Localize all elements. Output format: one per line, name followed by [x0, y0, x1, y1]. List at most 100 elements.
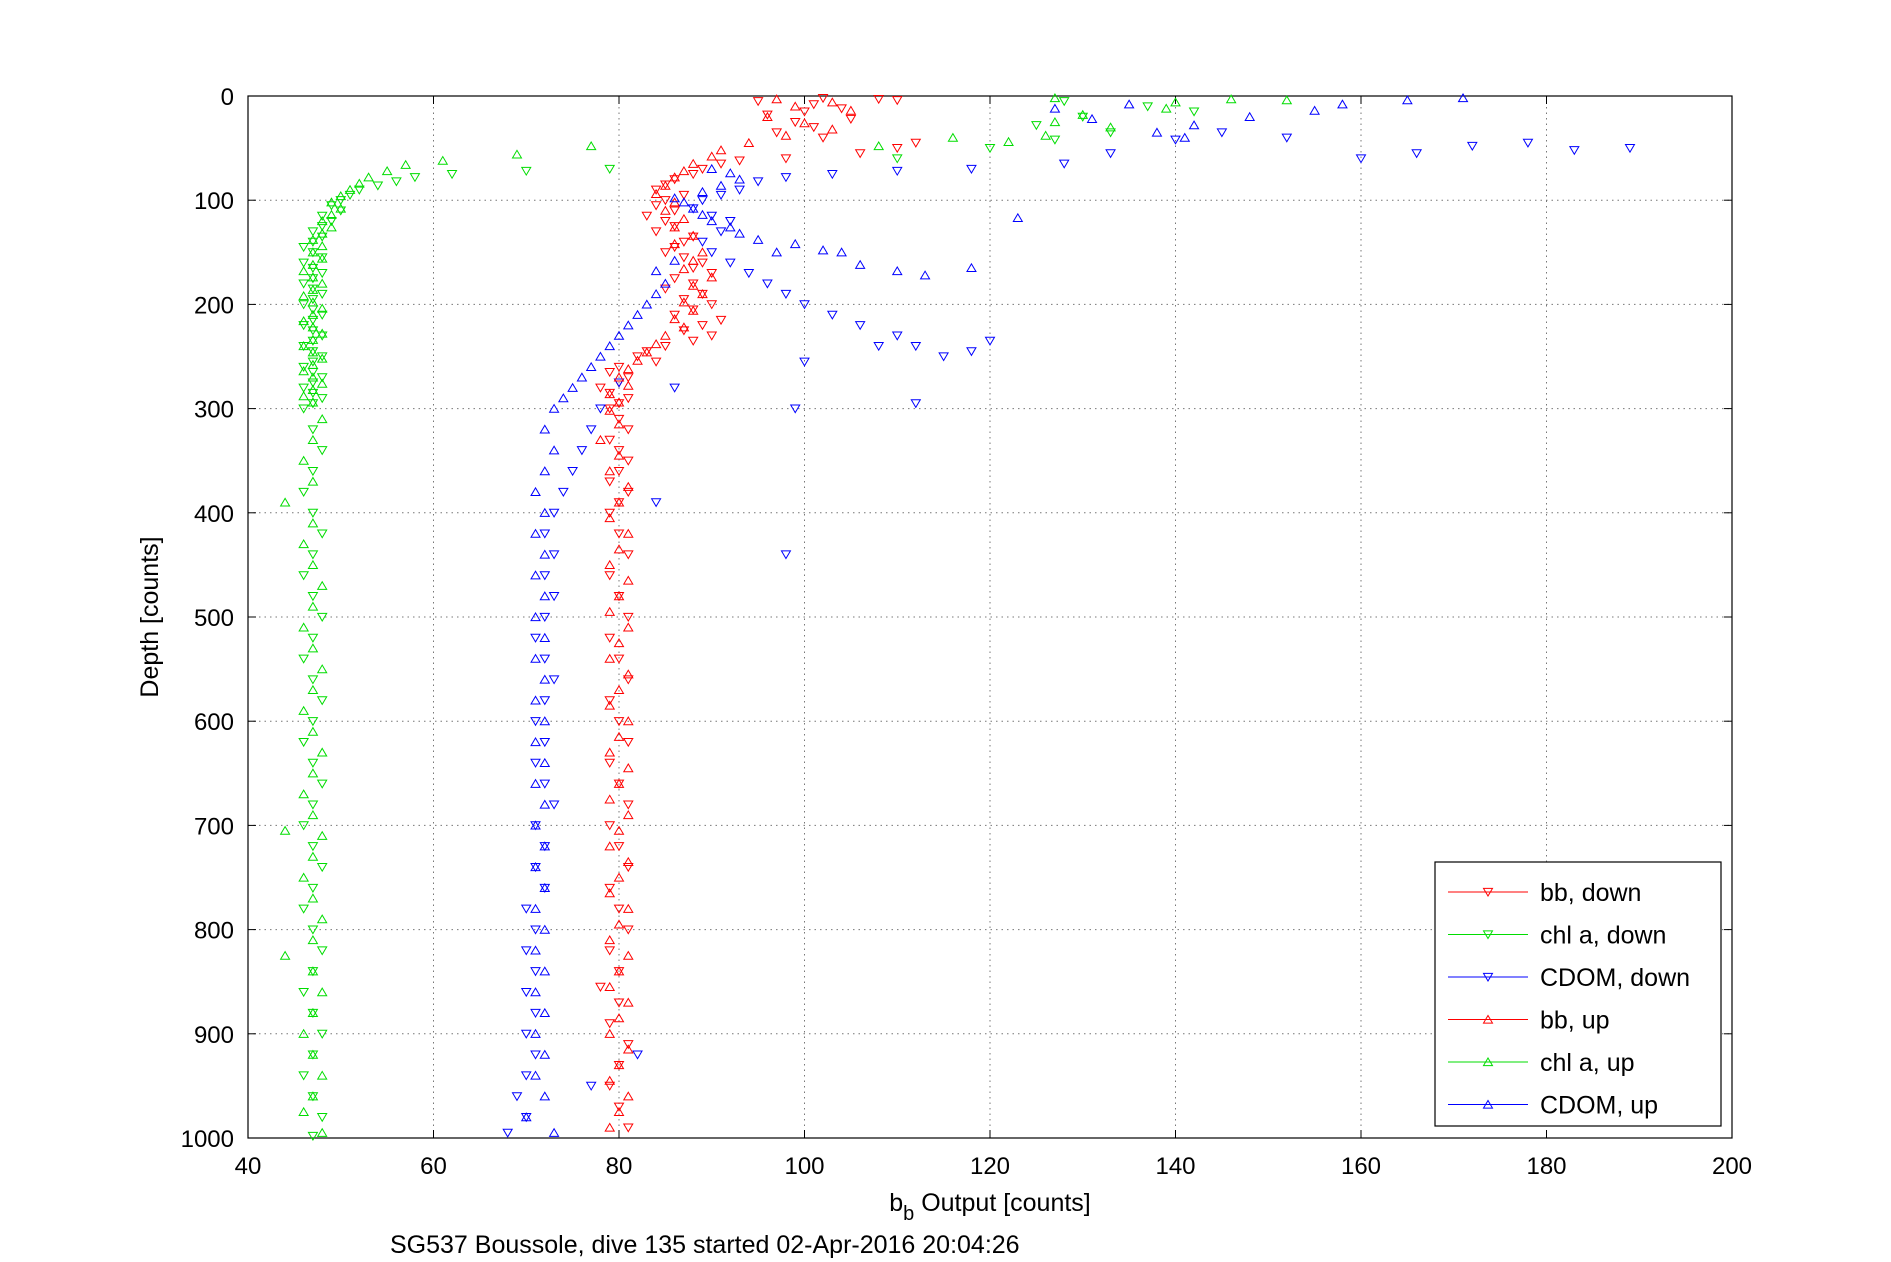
point-chl-a-down: [316, 696, 328, 706]
point-cdom-down: [1170, 135, 1181, 145]
point-bb-down: [604, 1019, 616, 1029]
point-bb-up: [622, 363, 634, 374]
point-bb-up: [613, 1013, 625, 1023]
point-cdom-up: [530, 1028, 541, 1038]
point-bb-down: [604, 946, 616, 956]
point-chl-a-up: [307, 643, 319, 653]
point-chl-a-up: [279, 950, 291, 960]
legend-marker: [1482, 930, 1494, 940]
point-bb-up: [613, 1106, 625, 1117]
point-cdom-up: [585, 361, 597, 372]
point-cdom-up: [697, 186, 708, 196]
point-bb-down: [604, 571, 616, 581]
legend-marker: [1482, 1056, 1494, 1067]
point-chl-a-down: [409, 173, 421, 183]
point-chl-a-down: [335, 196, 347, 206]
point-chl-a-down: [1142, 102, 1154, 112]
point-chl-a-down: [307, 1131, 319, 1141]
point-cdom-up: [539, 466, 551, 476]
point-bb-up: [660, 330, 671, 340]
y-tick-label: 700: [194, 813, 234, 840]
point-bb-down: [613, 414, 625, 425]
point-chl-a-down: [298, 383, 310, 393]
point-chl-a-up: [298, 622, 310, 632]
point-cdom-up: [530, 611, 541, 622]
point-cdom-down: [826, 310, 838, 320]
point-bb-down: [622, 1040, 634, 1050]
point-bb-up: [613, 397, 625, 407]
point-chl-a-down: [1031, 121, 1042, 131]
point-chl-a-up: [298, 872, 310, 882]
point-chl-a-up: [307, 247, 319, 257]
point-cdom-up: [706, 216, 718, 226]
point-chl-a-down: [316, 862, 328, 873]
point-bb-up: [641, 347, 653, 357]
point-chl-a-up: [326, 197, 337, 207]
point-bb-up: [622, 997, 634, 1007]
point-cdom-down: [567, 467, 578, 477]
point-chl-a-up: [316, 216, 328, 226]
point-chl-a-down: [298, 321, 310, 331]
point-bb-up: [789, 101, 801, 111]
point-cdom-up: [539, 757, 551, 767]
point-cdom-up: [734, 174, 745, 184]
point-cdom-up: [697, 209, 708, 219]
point-chl-a-up: [1049, 93, 1061, 103]
point-cdom-up: [567, 382, 578, 392]
legend-item-cdom-down: CDOM, down: [1448, 964, 1690, 992]
point-chl-a-up: [307, 372, 319, 382]
point-cdom-down: [1466, 141, 1478, 152]
point-chl-a-up: [307, 384, 319, 394]
point-chl-a-down: [326, 216, 337, 227]
point-cdom-up: [836, 247, 847, 257]
point-cdom-up: [520, 1112, 532, 1122]
point-bb-down: [697, 321, 708, 331]
point-bb-down: [789, 117, 801, 128]
point-chl-a-up: [307, 1049, 319, 1059]
legend-item-chl-a-down: chl a, down: [1448, 922, 1666, 950]
x-tick-label: 140: [1155, 1153, 1195, 1180]
point-cdom-down: [520, 1029, 532, 1039]
point-bb-down: [622, 675, 634, 685]
point-chl-a-down: [446, 170, 458, 180]
point-bb-up: [604, 700, 616, 710]
point-chl-a-up: [316, 987, 328, 997]
point-chl-a-up: [307, 893, 319, 903]
point-cdom-down: [938, 352, 949, 362]
point-chl-a-down: [353, 185, 365, 195]
point-bb-down: [734, 156, 745, 166]
point-bb-up: [678, 322, 690, 332]
point-chl-a-down: [984, 144, 996, 154]
point-bb-down: [660, 248, 671, 258]
point-chl-a-up: [307, 809, 319, 820]
point-chl-a-up: [326, 209, 337, 219]
point-cdom-up: [539, 966, 551, 976]
point-chl-a-down: [298, 258, 310, 268]
point-bb-down: [604, 404, 616, 414]
legend: bb, down chl a, down CDOM, down bb, up chl a…: [1434, 861, 1722, 1127]
point-bb-down: [622, 394, 634, 404]
point-cdom-up: [539, 1049, 551, 1059]
point-cdom-up: [1151, 127, 1163, 137]
point-cdom-down: [799, 300, 810, 310]
point-cdom-up: [687, 203, 699, 213]
point-bb-down: [622, 737, 634, 748]
point-cdom-down: [585, 1081, 597, 1091]
point-bb-down: [613, 467, 625, 477]
point-chl-a-down: [307, 717, 319, 727]
point-bb-up: [697, 247, 708, 257]
point-bb-down: [817, 133, 829, 143]
point-cdom-down: [910, 341, 922, 352]
point-bb-up: [604, 747, 616, 757]
point-bb-down: [622, 800, 634, 810]
point-cdom-down: [548, 508, 560, 518]
point-bb-up: [622, 380, 634, 390]
point-bb-down: [604, 508, 616, 518]
point-chl-a-up: [316, 413, 328, 424]
point-cdom-down: [530, 1050, 541, 1060]
point-chl-a-down: [307, 508, 319, 518]
point-chl-a-down: [316, 612, 328, 623]
point-bb-down: [613, 904, 625, 914]
point-chl-a-up: [298, 789, 310, 799]
point-cdom-up: [854, 259, 866, 269]
